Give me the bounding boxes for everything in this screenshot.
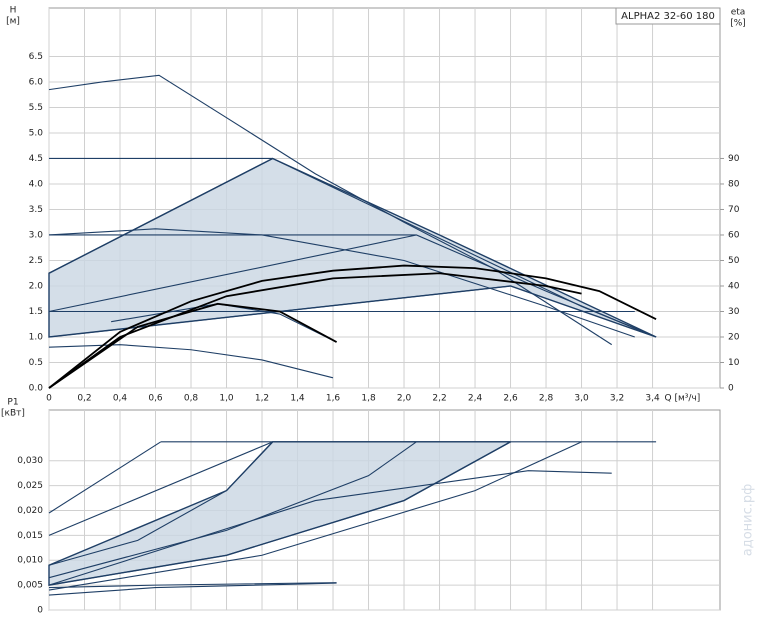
x-tick-label: 0,2: [77, 394, 91, 404]
pump-curve: [48, 441, 273, 536]
efficiency-curve: [48, 264, 657, 389]
x-tick-label: 3,0: [574, 394, 589, 404]
x-tick-label: 1,8: [361, 394, 376, 404]
efficiency-curve: [48, 272, 582, 389]
pump-curve: [48, 441, 582, 591]
y-tick-label: 4.0: [29, 179, 44, 189]
pump-curve: [48, 582, 337, 596]
pump-curve: [48, 441, 417, 579]
legend-box: [615, 7, 721, 25]
x-tick-label: 2,2: [432, 394, 446, 404]
y2-tick-label: 70: [728, 205, 740, 215]
x-tick-label: 0: [46, 394, 52, 404]
y2-tick-label: 0: [728, 384, 734, 394]
y2-tick-label: 20: [728, 332, 740, 342]
y-tick-label: 0: [37, 606, 43, 616]
y-tick-label: 4.5: [29, 154, 43, 164]
plot-area: [48, 7, 721, 389]
x-tick-label: 3,2: [610, 394, 624, 404]
x-tick-label: 0,8: [184, 394, 199, 404]
watermark: адонис.рф: [741, 484, 756, 557]
pump-curve: [48, 470, 612, 586]
y2-tick-label: 80: [728, 179, 740, 189]
legend: ALPHA2 32-60 180: [621, 11, 715, 22]
y2-tick-label: 90: [728, 154, 740, 164]
y-tick-label: 0,005: [17, 581, 43, 591]
y2-tick-label: 40: [728, 281, 740, 291]
x-tick-label: 2,0: [397, 394, 412, 404]
y-axis-label: P1: [7, 398, 18, 408]
pump-curve: [48, 582, 337, 589]
pump-curve: [48, 344, 334, 379]
y-tick-label: 3.5: [29, 205, 43, 215]
x-tick-label: 1,2: [255, 394, 269, 404]
y-tick-label: 2.5: [29, 256, 43, 266]
y-tick-label: 6.5: [29, 52, 43, 62]
pump-curve: [48, 157, 273, 274]
y2-tick-label: 60: [728, 230, 740, 240]
pump-curve: [48, 441, 511, 586]
y-tick-label: 5.0: [29, 128, 44, 138]
y-tick-label: 0,010: [17, 556, 43, 566]
x-tick-label: 0,4: [113, 394, 128, 404]
x-tick-label: 3,4: [645, 394, 660, 404]
y-tick-label: 3.0: [29, 230, 44, 240]
x-tick-label: 1,0: [219, 394, 234, 404]
y2-axis-label: eta: [731, 8, 746, 18]
y-tick-label: 0,025: [17, 481, 43, 491]
x-tick-label: 2,6: [503, 394, 518, 404]
pump-curve: [49, 234, 657, 338]
x-tick-label: 0,6: [148, 394, 163, 404]
y-axis-label: [м]: [6, 17, 20, 27]
y-tick-label: 0,015: [17, 531, 43, 541]
y-tick-label: 0,020: [17, 506, 43, 516]
efficiency-curve: [48, 302, 337, 389]
pump-curve: [48, 441, 162, 514]
y-tick-label: 1.5: [29, 307, 43, 317]
x-axis-label: Q [м³/ч]: [665, 394, 701, 404]
y2-axis-label: [%]: [730, 19, 746, 29]
pump-curve: [48, 74, 613, 346]
y-tick-label: 0.5: [29, 358, 43, 368]
y2-tick-label: 50: [728, 256, 740, 266]
pump-curve: [48, 234, 417, 313]
y-tick-label: 2.0: [29, 281, 44, 291]
x-tick-label: 2,4: [468, 394, 483, 404]
y-tick-label: 1.0: [29, 332, 44, 342]
x-tick-label: 1,6: [326, 394, 341, 404]
x-tick-label: 2,8: [539, 394, 554, 404]
y2-tick-label: 10: [728, 358, 740, 368]
y2-tick-label: 30: [728, 307, 740, 317]
x-tick-label: 1,4: [290, 394, 305, 404]
pump-curve: [48, 441, 274, 566]
y-tick-label: 6.0: [29, 77, 44, 87]
y-tick-label: 0.0: [29, 384, 44, 394]
y-axis-label: [кВт]: [1, 409, 25, 419]
y-tick-label: 0,030: [17, 456, 43, 466]
y-tick-label: 5.5: [29, 103, 43, 113]
y-axis-label: H: [10, 6, 17, 16]
pump-curve: [48, 228, 635, 338]
